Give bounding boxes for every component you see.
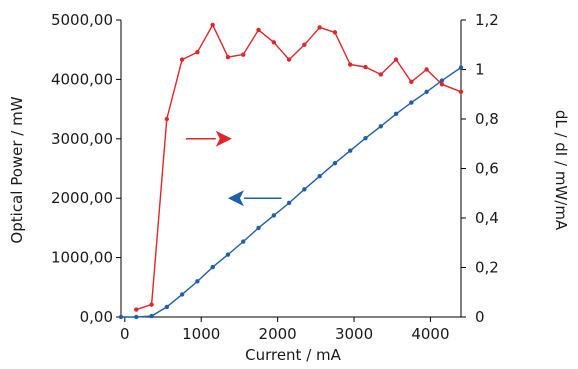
left-y-tick-label: 5000,00	[51, 11, 113, 29]
data-point	[179, 57, 185, 62]
data-point	[317, 174, 322, 179]
data-point	[149, 313, 154, 319]
data-point	[439, 78, 445, 83]
arrow-left	[227, 190, 282, 207]
data-point	[164, 304, 170, 310]
data-point	[195, 279, 200, 284]
left-y-tick-label: 4000,00	[51, 70, 113, 88]
right-y-tick-label: 0,2	[475, 259, 499, 277]
right-y-tick-label: 0,4	[475, 209, 499, 227]
data-point	[458, 89, 464, 94]
left-y-tick-label: 2000,00	[51, 189, 113, 207]
left-y-tick-label: 3000,00	[51, 130, 113, 148]
data-point	[271, 213, 277, 218]
series-layer	[118, 22, 464, 320]
arrow-head	[215, 130, 232, 147]
data-point	[348, 148, 353, 153]
data-point	[241, 52, 246, 57]
right-y-tick-label: 1,2	[475, 11, 499, 29]
data-point	[317, 25, 322, 30]
x-tick-label: 2000	[259, 325, 297, 343]
data-point	[225, 252, 231, 257]
data-point	[210, 22, 215, 28]
data-point	[378, 72, 383, 77]
data-point	[302, 187, 307, 192]
arrow-layer	[185, 130, 282, 207]
x-tick-label: 3000	[335, 325, 373, 343]
data-point	[149, 302, 154, 307]
left-y-tick-label: 1000,00	[51, 249, 113, 267]
arrow-right	[185, 130, 232, 147]
x-axis-title: Current / mA	[245, 346, 342, 364]
data-point	[424, 67, 429, 72]
data-point	[179, 292, 185, 297]
right-y-axis-ticks: 0 0,2 0,4 0,6 0,8 1 1,2	[461, 11, 499, 326]
data-point	[256, 225, 261, 231]
data-point	[393, 111, 399, 117]
left-y-tick-label: 0,00	[80, 308, 113, 326]
data-point	[134, 314, 139, 320]
x-tick-label: 0	[120, 325, 130, 343]
data-point	[195, 49, 200, 55]
data-point	[409, 79, 414, 85]
series-2	[134, 22, 464, 312]
data-point	[164, 116, 170, 122]
data-point	[363, 64, 368, 70]
data-point	[458, 65, 464, 70]
data-point	[302, 42, 307, 47]
axes	[120, 20, 462, 318]
data-point	[286, 200, 292, 206]
data-point	[118, 314, 124, 320]
data-point	[439, 82, 445, 87]
data-point	[225, 54, 231, 60]
data-point	[256, 27, 261, 33]
series-1	[118, 65, 464, 320]
data-point	[332, 160, 338, 166]
series-line	[121, 66, 462, 318]
data-point	[271, 40, 277, 45]
x-axis-ticks: 0 1000 2000 3000 4000	[120, 317, 450, 343]
series-line	[136, 24, 462, 311]
data-point	[134, 307, 139, 312]
right-y-axis-title: dL / dI / mW/mA	[552, 110, 570, 231]
data-point	[363, 136, 368, 141]
data-point	[378, 124, 383, 129]
data-point	[332, 30, 338, 35]
data-point	[286, 57, 292, 62]
right-y-tick-label: 0	[475, 308, 485, 326]
x-tick-label: 1000	[182, 325, 220, 343]
right-y-tick-label: 0,8	[475, 110, 499, 128]
data-point	[393, 57, 399, 62]
right-y-tick-label: 1	[475, 61, 485, 79]
data-point	[241, 239, 246, 244]
data-point	[348, 62, 353, 67]
arrow-head	[227, 190, 244, 207]
x-tick-label: 4000	[411, 325, 449, 343]
left-y-axis-ticks: 0,00 1000,00 2000,00 3000,00 4000,00 5000,00	[51, 11, 121, 326]
data-point	[210, 264, 215, 270]
left-y-axis-title: Optical Power / mW	[8, 96, 26, 243]
right-y-tick-label: 0,6	[475, 160, 499, 178]
data-point	[409, 100, 414, 105]
data-point	[424, 89, 429, 95]
